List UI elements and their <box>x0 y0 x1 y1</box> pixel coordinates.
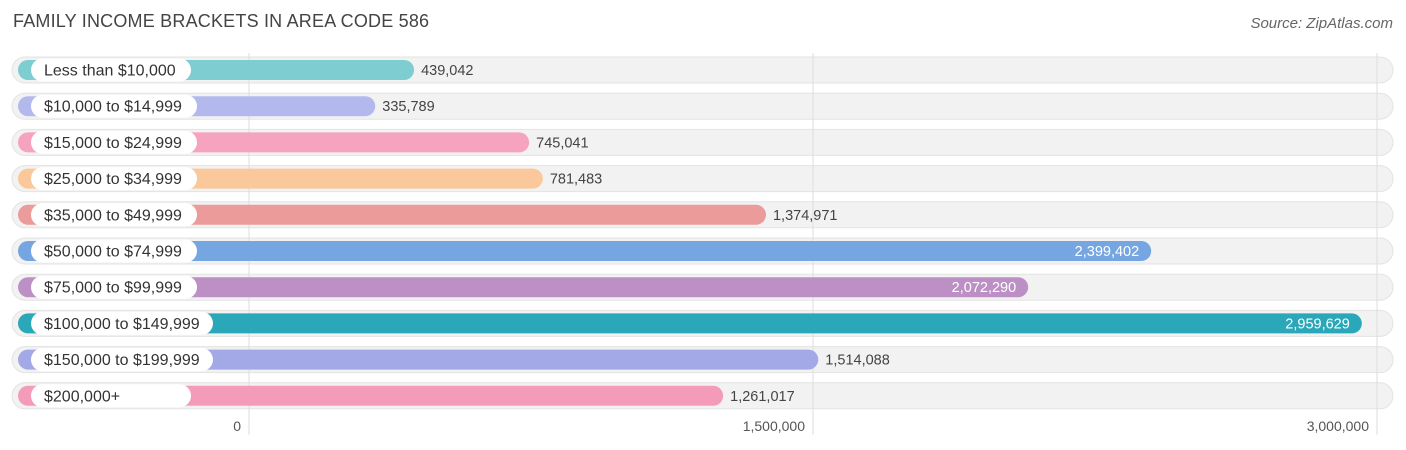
tick-label: 1,500,000 <box>743 418 805 434</box>
value-label: 439,042 <box>421 63 473 79</box>
bar <box>18 241 1152 261</box>
category-label: $150,000 to $199,999 <box>44 352 200 369</box>
value-label: 2,399,402 <box>1075 244 1140 260</box>
value-label: 1,374,971 <box>773 208 838 224</box>
category-label: $50,000 to $74,999 <box>44 244 182 261</box>
category-label: $35,000 to $49,999 <box>44 207 182 224</box>
category-label-pill <box>31 311 213 335</box>
category-label: $25,000 to $34,999 <box>44 171 182 188</box>
category-label: $75,000 to $99,999 <box>44 280 182 297</box>
category-label-pill <box>31 384 191 408</box>
bar <box>18 385 724 406</box>
category-label-pill <box>31 58 191 82</box>
tick-label: 0 <box>233 418 241 434</box>
category-label-pill <box>31 348 213 372</box>
category-label-pill <box>31 130 197 154</box>
category-label-pill <box>31 203 197 227</box>
bar <box>18 313 1362 334</box>
value-label: 335,789 <box>382 99 434 115</box>
chart-source: Source: ZipAtlas.com <box>1250 15 1393 32</box>
category-label: $10,000 to $14,999 <box>44 99 182 116</box>
value-label: 745,041 <box>536 135 588 151</box>
chart-title: FAMILY INCOME BRACKETS IN AREA CODE 586 <box>13 11 430 31</box>
bar <box>18 349 819 370</box>
bar <box>18 204 766 225</box>
value-label: 2,072,290 <box>952 280 1017 296</box>
category-label: $100,000 to $149,999 <box>44 316 200 333</box>
bar <box>18 277 1029 298</box>
tick-label: 3,000,000 <box>1307 418 1369 434</box>
value-label: 1,514,088 <box>825 353 890 369</box>
category-label-pill <box>31 94 197 118</box>
category-label-pill <box>31 167 197 191</box>
category-label-pill <box>31 239 197 263</box>
category-label: Less than $10,000 <box>44 63 176 80</box>
value-label: 1,261,017 <box>730 389 795 405</box>
category-label: $200,000+ <box>44 388 120 405</box>
category-label-pill <box>31 275 197 299</box>
value-label: 2,959,629 <box>1285 316 1350 332</box>
value-label: 781,483 <box>550 172 602 188</box>
category-label: $15,000 to $24,999 <box>44 135 182 152</box>
